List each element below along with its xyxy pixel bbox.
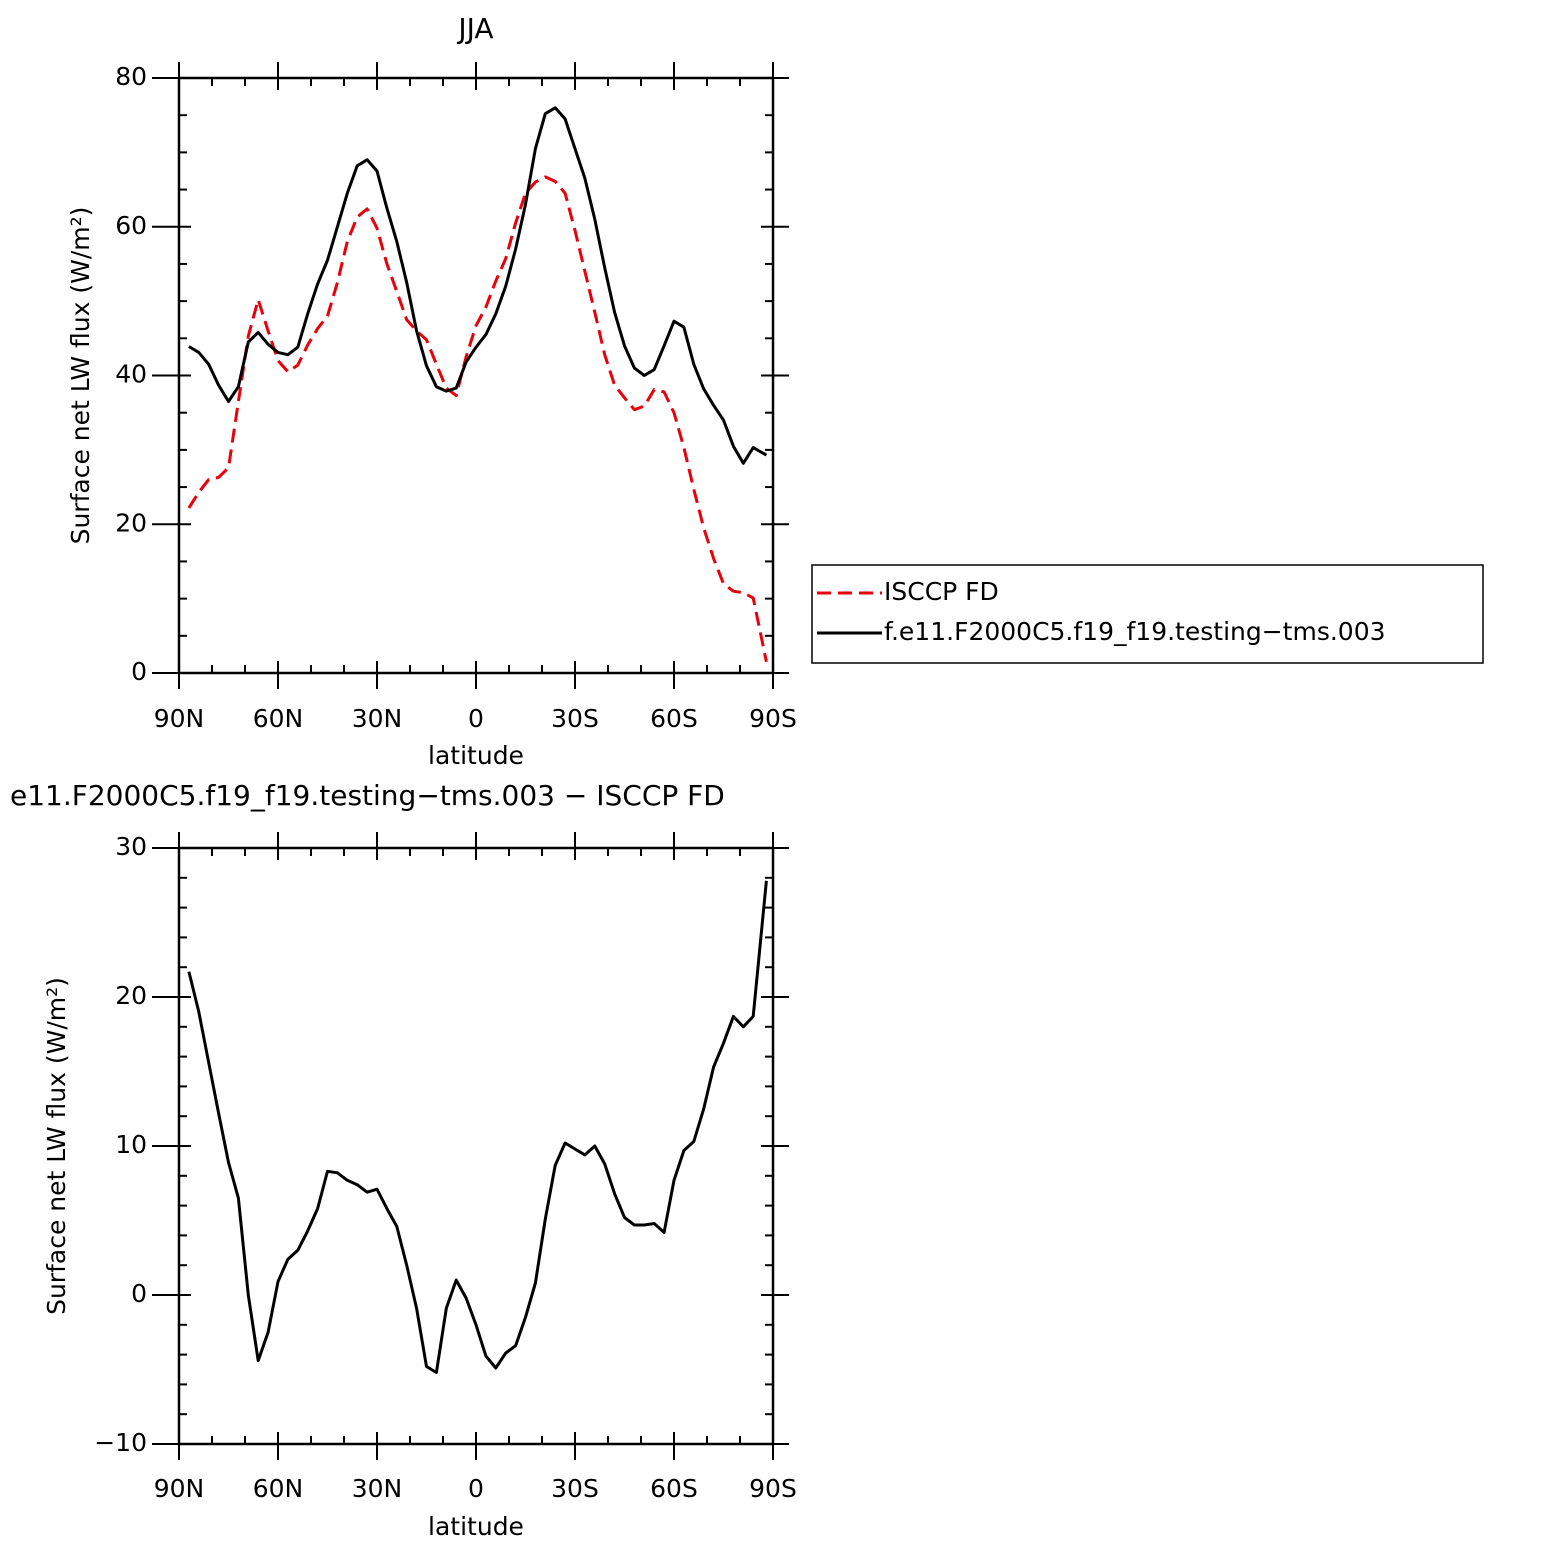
y-tick-label: 0	[131, 657, 147, 686]
y-tick-label: −10	[94, 1428, 147, 1457]
y-axis-label: Surface net LW flux (W/m²)	[42, 977, 71, 1315]
plot-frame	[177, 846, 775, 1446]
x-tick-label: 90S	[749, 1474, 797, 1503]
x-tick-label: 30N	[352, 1474, 403, 1503]
series-line	[188, 106, 768, 465]
series-line	[187, 175, 768, 663]
series-line	[187, 880, 768, 1374]
y-tick-label: 40	[115, 360, 147, 389]
y-tick-label: 10	[115, 1130, 147, 1159]
y-axis-label: Surface net LW flux (W/m²)	[66, 207, 95, 545]
legend-label: ISCCP FD	[884, 577, 999, 606]
x-tick-label: 60S	[650, 704, 698, 733]
y-tick-label: 30	[115, 832, 147, 861]
legend-label: f.e11.F2000C5.f19_f19.testing−tms.003	[884, 617, 1386, 646]
x-axis-label: latitude	[428, 1512, 524, 1541]
x-tick-label: 90N	[154, 1474, 205, 1503]
x-tick-label: 30N	[352, 704, 403, 733]
legend-box	[811, 564, 1484, 664]
plot-frame	[177, 76, 775, 675]
x-tick-label: 90N	[154, 704, 205, 733]
x-tick-label: 0	[468, 704, 484, 733]
y-tick-label: 20	[115, 981, 147, 1010]
y-tick-label: 80	[115, 62, 147, 91]
chart-title: e11.F2000C5.f19_f19.testing−tms.003 − IS…	[10, 779, 725, 812]
x-tick-label: 90S	[749, 704, 797, 733]
x-tick-label: 30S	[551, 1474, 599, 1503]
x-tick-label: 30S	[551, 704, 599, 733]
x-tick-label: 60N	[253, 1474, 304, 1503]
x-tick-label: 0	[468, 1474, 484, 1503]
y-tick-label: 20	[115, 508, 147, 537]
chart-title: JJA	[456, 12, 493, 45]
x-tick-label: 60S	[650, 1474, 698, 1503]
y-tick-label: 60	[115, 211, 147, 240]
x-tick-label: 60N	[253, 704, 304, 733]
x-axis-label: latitude	[428, 741, 524, 770]
y-tick-label: 0	[131, 1279, 147, 1308]
